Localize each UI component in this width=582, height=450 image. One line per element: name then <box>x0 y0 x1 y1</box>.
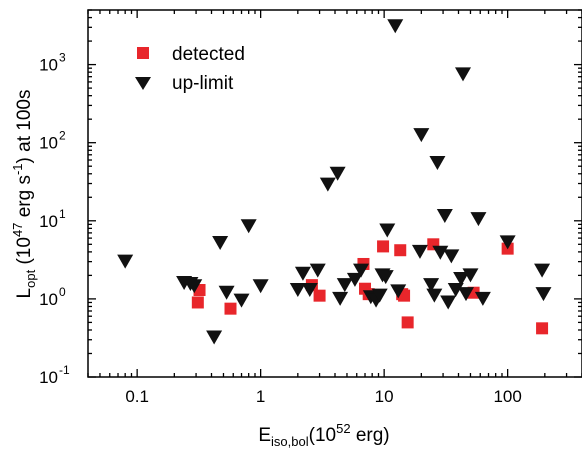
point-up-limit <box>390 284 407 299</box>
point-up-limit <box>353 263 370 278</box>
point-up-limit <box>423 278 440 293</box>
point-up-limit <box>454 67 471 82</box>
y-tick-label: 103 <box>39 51 66 75</box>
point-up-limit <box>474 291 491 306</box>
point-up-limit <box>233 293 250 308</box>
x-tick-label: 0.1 <box>125 387 149 406</box>
point-detected <box>377 240 390 253</box>
point-up-limit <box>413 128 430 143</box>
point-up-limit <box>462 268 479 283</box>
point-up-limit <box>212 235 229 250</box>
point-up-limit <box>371 288 388 303</box>
point-up-limit <box>447 282 464 297</box>
point-up-limit <box>319 177 336 192</box>
legend-label-detected: detected <box>172 44 245 65</box>
point-up-limit <box>535 287 552 302</box>
point-detected <box>191 296 204 309</box>
point-up-limit <box>289 282 306 297</box>
point-up-limit <box>332 291 349 306</box>
point-up-limit <box>432 245 449 260</box>
point-detected <box>224 302 237 315</box>
y-axis-label: Lopt (1047 erg s-1) at 100s <box>10 90 38 299</box>
legend: detected up-limit <box>135 44 245 94</box>
point-up-limit <box>206 330 223 345</box>
point-up-limit <box>534 263 551 278</box>
point-up-limit <box>346 272 363 287</box>
point-up-limit <box>218 285 235 300</box>
y-tick-label: 10-1 <box>39 363 70 387</box>
point-up-limit <box>470 212 487 227</box>
point-up-limit <box>379 223 396 238</box>
point-up-limit <box>411 244 428 259</box>
point-detected <box>536 322 549 335</box>
point-up-limit <box>309 263 326 278</box>
point-detected <box>313 289 326 302</box>
x-tick-label: 100 <box>493 387 521 406</box>
point-up-limit <box>436 209 453 224</box>
point-up-limit <box>453 271 470 286</box>
x-tick-label: 1 <box>256 387 265 406</box>
point-detected <box>401 316 414 329</box>
x-axis-label: Eiso,bol(1052 erg) <box>258 421 389 449</box>
point-up-limit <box>443 249 460 264</box>
legend-marker-up-limit <box>135 77 151 90</box>
y-tick-labels: 10-1 100 101 102 103 <box>39 51 70 387</box>
point-up-limit <box>387 19 404 34</box>
point-up-limit <box>499 235 516 250</box>
point-up-limit <box>186 279 203 294</box>
point-up-limit <box>426 288 443 303</box>
point-up-limit <box>117 254 134 269</box>
y-tick-label: 101 <box>39 207 66 231</box>
point-up-limit <box>301 282 318 297</box>
point-up-limit <box>240 219 257 234</box>
x-tick-labels: 0.1 1 10 100 <box>125 387 522 406</box>
y-tick-label: 100 <box>39 285 66 309</box>
point-up-limit <box>440 295 457 310</box>
point-detected <box>394 244 407 257</box>
point-up-limit <box>294 266 311 281</box>
plot-frame <box>87 9 582 378</box>
point-up-limit <box>457 287 474 302</box>
point-up-limit <box>336 278 353 293</box>
point-up-limit <box>429 155 446 170</box>
legend-label-up-limit: up-limit <box>172 73 234 94</box>
x-tick-label: 10 <box>375 387 394 406</box>
axis-ticks <box>87 9 582 378</box>
point-up-limit <box>252 279 269 294</box>
y-tick-label: 102 <box>39 129 66 153</box>
data-markers <box>117 19 552 345</box>
legend-marker-detected <box>137 47 149 59</box>
point-up-limit <box>329 166 346 181</box>
point-up-limit <box>377 270 394 285</box>
